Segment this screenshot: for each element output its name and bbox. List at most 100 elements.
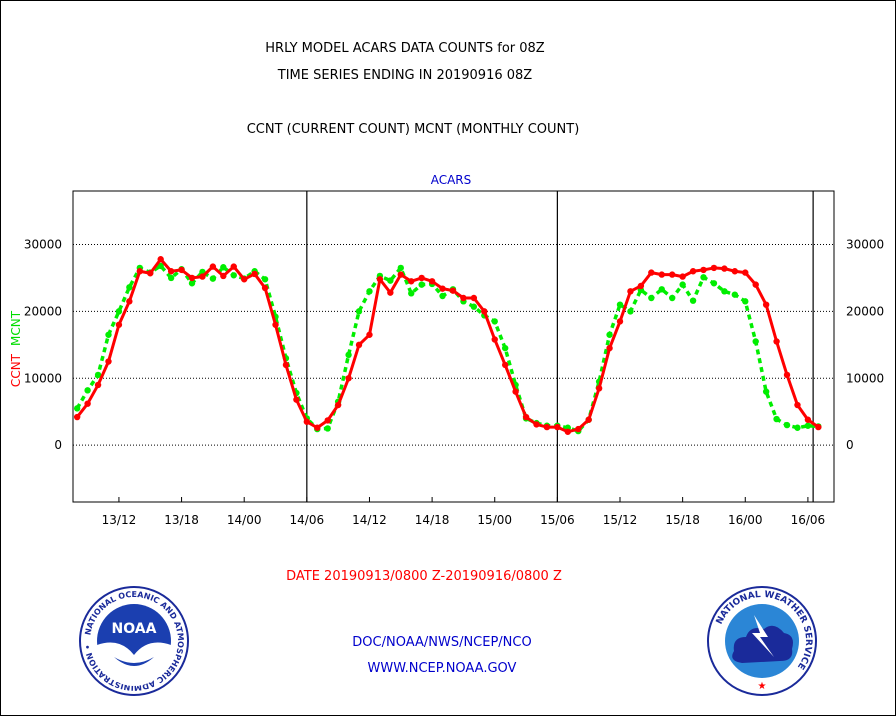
data-point-ccnt <box>282 361 290 369</box>
data-point-ccnt <box>188 274 196 282</box>
data-point-ccnt <box>178 266 185 274</box>
data-point-ccnt <box>314 424 321 431</box>
data-point-ccnt <box>710 264 718 272</box>
data-point-ccnt <box>595 385 603 392</box>
y-tick-label-left: 0 <box>54 438 62 452</box>
data-point-ccnt <box>366 331 373 338</box>
data-point-mcnt <box>355 308 363 315</box>
data-point-ccnt <box>783 371 791 379</box>
data-point-mcnt <box>366 288 373 295</box>
data-point-ccnt <box>303 418 311 425</box>
data-point-mcnt <box>209 275 217 282</box>
data-point-ccnt <box>261 284 269 292</box>
data-point-ccnt <box>387 289 394 296</box>
chart-title: ACARS <box>431 173 472 187</box>
data-point-ccnt <box>220 272 227 280</box>
data-point-ccnt <box>679 273 686 280</box>
data-point-ccnt <box>345 375 352 382</box>
series-line-ccnt <box>75 257 820 434</box>
data-point-ccnt <box>439 285 446 292</box>
data-point-ccnt <box>543 423 551 431</box>
data-point-ccnt <box>460 294 467 302</box>
header-title-line3: CCNT (CURRENT COUNT) MCNT (MONTHLY COUNT… <box>247 122 580 137</box>
x-tick-label: 14/00 <box>227 513 262 527</box>
x-tick-label: 16/06 <box>791 513 826 527</box>
date-range-label: DATE 20190913/0800 Z-20190916/0800 Z <box>286 569 562 584</box>
website-label: WWW.NCEP.NOAA.GOV <box>368 661 517 676</box>
data-point-ccnt <box>689 268 697 275</box>
data-point-ccnt <box>355 341 363 349</box>
data-point-mcnt <box>742 298 749 305</box>
series-ccnt <box>73 256 822 435</box>
x-tick-label: 15/06 <box>540 513 575 527</box>
data-point-ccnt <box>94 381 102 389</box>
series-lines <box>73 256 822 435</box>
data-point-ccnt <box>533 421 540 428</box>
data-point-mcnt <box>606 331 613 338</box>
data-point-ccnt <box>157 256 164 263</box>
data-point-ccnt <box>167 268 175 275</box>
x-tick-label: 14/18 <box>415 513 450 527</box>
data-point-mcnt <box>762 388 770 395</box>
data-point-ccnt <box>648 269 655 276</box>
data-point-mcnt <box>804 422 812 429</box>
data-point-ccnt <box>84 400 91 407</box>
data-point-ccnt <box>522 413 530 421</box>
data-point-mcnt <box>94 371 102 379</box>
data-point-ccnt <box>240 276 248 283</box>
y-tick-label-left: 20000 <box>24 304 62 318</box>
data-point-ccnt <box>449 287 457 294</box>
data-point-mcnt <box>679 281 686 288</box>
x-tick-label: 14/06 <box>290 513 325 527</box>
data-point-ccnt <box>105 358 112 365</box>
data-point-ccnt <box>700 266 707 274</box>
data-point-ccnt <box>251 270 258 278</box>
nws-logo: NATIONAL WEATHER SERVICE ★ <box>707 586 817 696</box>
data-point-ccnt <box>773 338 780 345</box>
data-point-mcnt <box>616 301 624 308</box>
x-tick-label: 15/00 <box>477 513 512 527</box>
data-point-ccnt <box>209 263 217 270</box>
data-point-mcnt <box>387 277 394 284</box>
svg-text:★: ★ <box>758 681 767 692</box>
data-point-ccnt <box>762 301 770 308</box>
x-tick-label: 13/18 <box>164 513 199 527</box>
data-point-mcnt <box>220 264 227 271</box>
data-point-mcnt <box>721 288 728 295</box>
x-tick-label: 14/12 <box>352 513 387 527</box>
x-tick-label: 16/00 <box>728 513 763 527</box>
data-point-ccnt <box>418 274 425 282</box>
data-point-mcnt <box>439 292 446 300</box>
day-boundary-lines <box>306 191 814 502</box>
data-point-mcnt <box>731 291 739 298</box>
data-point-mcnt <box>115 308 123 315</box>
data-point-ccnt <box>199 273 206 280</box>
data-point-ccnt <box>658 271 665 278</box>
noaa-logo-text: NOAA <box>112 621 157 637</box>
data-point-ccnt <box>731 268 739 275</box>
data-point-mcnt <box>658 286 665 293</box>
header-title-line2: TIME SERIES ENDING IN 20190916 08Z <box>277 68 533 83</box>
x-tick-label: 15/12 <box>603 513 638 527</box>
data-point-mcnt <box>491 318 498 325</box>
data-point-ccnt <box>481 308 488 315</box>
data-point-ccnt <box>616 318 624 325</box>
data-point-mcnt <box>752 338 759 345</box>
x-tick-label: 13/12 <box>102 513 137 527</box>
data-point-mcnt <box>73 405 81 412</box>
data-point-mcnt <box>648 294 655 302</box>
data-point-mcnt <box>84 387 91 394</box>
data-point-ccnt <box>147 270 154 277</box>
data-point-ccnt <box>73 413 81 421</box>
data-point-ccnt <box>564 428 572 435</box>
data-point-mcnt <box>261 276 269 283</box>
org-label: DOC/NOAA/NWS/NCEP/NCO <box>352 635 531 650</box>
data-point-ccnt <box>585 416 592 423</box>
data-point-ccnt <box>324 417 331 424</box>
x-tick-label: 15/18 <box>665 513 700 527</box>
y-axis-label: CCNT MCNT <box>9 310 23 387</box>
data-point-mcnt <box>627 308 634 315</box>
data-point-mcnt <box>783 421 791 429</box>
